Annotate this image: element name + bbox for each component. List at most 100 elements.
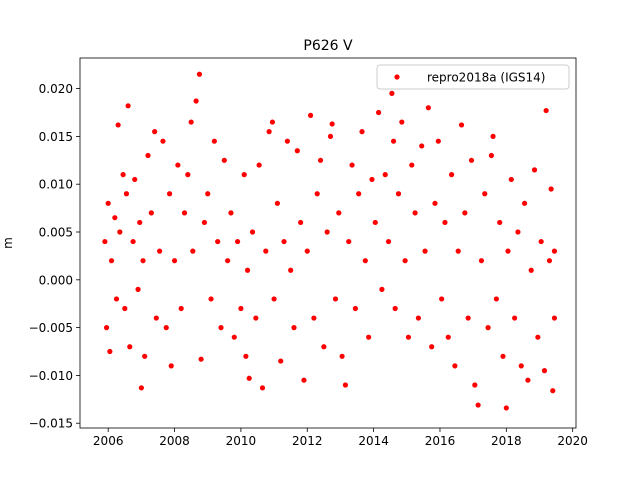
data-point: [175, 162, 181, 168]
data-point: [117, 229, 123, 235]
x-tick-label: 2008: [159, 434, 190, 448]
data-point: [485, 325, 491, 331]
data-point: [130, 238, 136, 245]
data-point: [468, 157, 475, 163]
data-point: [132, 176, 138, 183]
data-point: [145, 152, 151, 159]
data-point: [462, 210, 468, 216]
data-point: [525, 377, 531, 383]
data-point: [188, 119, 194, 125]
data-point: [241, 172, 247, 178]
x-tick-label: 2012: [292, 434, 323, 448]
data-point: [301, 377, 307, 383]
data-point: [422, 248, 428, 254]
data-point: [148, 210, 154, 216]
data-point: [372, 219, 378, 226]
data-point: [550, 388, 556, 394]
data-point: [113, 296, 120, 302]
data-point: [259, 385, 266, 391]
data-point: [482, 191, 488, 197]
data-point: [221, 157, 227, 163]
data-point: [399, 119, 405, 125]
data-point: [551, 248, 558, 254]
data-point: [515, 229, 521, 235]
data-point: [157, 248, 163, 254]
data-point: [107, 348, 113, 355]
data-point: [211, 138, 217, 144]
data-point: [284, 138, 290, 144]
data-point: [278, 358, 284, 364]
data-point: [163, 325, 169, 331]
data-point: [142, 353, 148, 359]
data-point: [488, 152, 494, 159]
x-tick-label: 2016: [425, 434, 456, 448]
data-point: [500, 353, 506, 359]
data-point: [541, 368, 548, 374]
data-points: [102, 71, 558, 411]
data-point: [253, 315, 259, 321]
data-point: [478, 258, 485, 264]
data-point: [317, 157, 324, 163]
data-point: [375, 109, 382, 116]
data-point: [455, 248, 461, 254]
data-point: [198, 356, 204, 362]
data-point: [332, 296, 339, 302]
data-point: [505, 248, 511, 254]
data-point: [346, 238, 352, 245]
y-tick-label: 0.010: [39, 178, 73, 192]
data-point: [201, 219, 208, 226]
x-axis: 2006 2008 2010 2012 2014 2016 2018 2020: [93, 428, 588, 448]
data-point: [193, 98, 199, 104]
data-point: [497, 219, 503, 226]
data-point: [243, 353, 249, 359]
data-point: [327, 133, 334, 139]
data-point: [244, 267, 251, 273]
data-point: [389, 90, 395, 96]
data-point: [429, 344, 435, 350]
data-point: [435, 138, 441, 144]
data-point: [311, 315, 317, 321]
data-point: [329, 121, 335, 127]
data-point: [185, 172, 191, 178]
data-point: [181, 210, 188, 216]
data-point: [458, 122, 465, 128]
data-point: [508, 176, 514, 183]
data-point: [122, 305, 128, 312]
data-point: [256, 162, 262, 168]
data-point: [291, 325, 297, 331]
data-point: [274, 200, 281, 206]
data-point: [266, 129, 272, 135]
data-point: [382, 172, 388, 178]
data-point: [521, 200, 528, 206]
data-point: [390, 138, 397, 144]
y-tick-label: −0.005: [29, 321, 73, 335]
chart-title: P626 V: [303, 38, 353, 54]
x-tick-label: 2010: [226, 434, 257, 448]
y-tick-label: 0.000: [39, 273, 73, 287]
data-point: [342, 382, 349, 388]
data-point: [307, 112, 314, 118]
data-point: [271, 296, 277, 302]
data-point: [472, 382, 478, 388]
data-point: [102, 238, 108, 245]
data-point: [518, 363, 524, 369]
y-tick-label: −0.015: [29, 417, 73, 431]
data-point: [178, 305, 184, 312]
data-point: [152, 129, 158, 135]
data-point: [105, 200, 111, 206]
data-point: [551, 315, 558, 321]
data-point: [228, 210, 234, 216]
data-point: [125, 103, 131, 109]
data-point: [135, 286, 141, 292]
data-point: [231, 334, 237, 340]
data-point: [362, 258, 368, 264]
y-tick-label: 0.020: [39, 82, 73, 96]
data-point: [137, 219, 143, 226]
data-point: [366, 334, 372, 340]
data-point: [304, 248, 310, 254]
data-point: [405, 334, 412, 340]
data-point: [339, 353, 345, 359]
data-point: [415, 315, 422, 321]
